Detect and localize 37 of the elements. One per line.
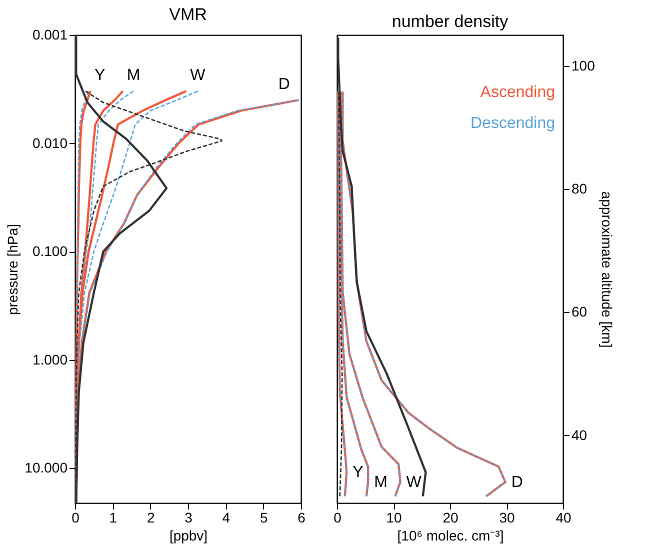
y2-tick-label: 100 — [572, 57, 596, 74]
y2-tick-label: 40 — [572, 426, 588, 443]
annotation: Y — [352, 464, 364, 482]
x-tick-label: 1 — [109, 510, 118, 526]
x-tick-label: 5 — [260, 510, 268, 526]
y-tick-label: 1.000 — [32, 351, 68, 368]
annotation: D — [511, 474, 523, 492]
chart-title: VMR — [169, 5, 207, 24]
x-tick-label: 30 — [499, 510, 515, 526]
x-tick-label: 6 — [298, 510, 306, 526]
text: Ascending — [480, 84, 555, 101]
x-tick-label: 0 — [72, 510, 80, 526]
x-axis-title: [10⁶ molec. cm⁻³] — [397, 528, 504, 544]
text: Descending — [470, 115, 555, 132]
x-tick-label: 20 — [442, 510, 458, 526]
x-tick-label: 0 — [334, 510, 342, 526]
y-tick-label: 0.010 — [32, 134, 68, 151]
y2-tick-label: 60 — [572, 304, 588, 320]
y2-axis-title: approximate altitude [km] — [598, 191, 615, 348]
y2-tick-label: 80 — [572, 180, 588, 196]
chart-title: number density — [392, 12, 509, 31]
annotation: W — [190, 67, 206, 84]
x-tick-label: 40 — [556, 510, 572, 526]
y-tick-label: 10.000 — [24, 460, 68, 476]
annotation: D — [278, 76, 290, 94]
x-tick-label: 3 — [184, 510, 193, 526]
y-tick-label: 0.001 — [32, 26, 68, 42]
annotation: M — [374, 474, 388, 492]
x-tick-label: 10 — [386, 510, 402, 526]
annotation: M — [126, 67, 140, 84]
x-axis-title: [ppbv] — [169, 528, 208, 544]
annotation: Y — [94, 67, 106, 84]
x-tick-label: 4 — [222, 510, 230, 526]
y-axis-title: pressure [hPa] — [4, 224, 21, 316]
y-tick-label: 0.100 — [32, 243, 68, 260]
x-tick-label: 2 — [146, 510, 155, 526]
annotation: W — [406, 474, 422, 492]
